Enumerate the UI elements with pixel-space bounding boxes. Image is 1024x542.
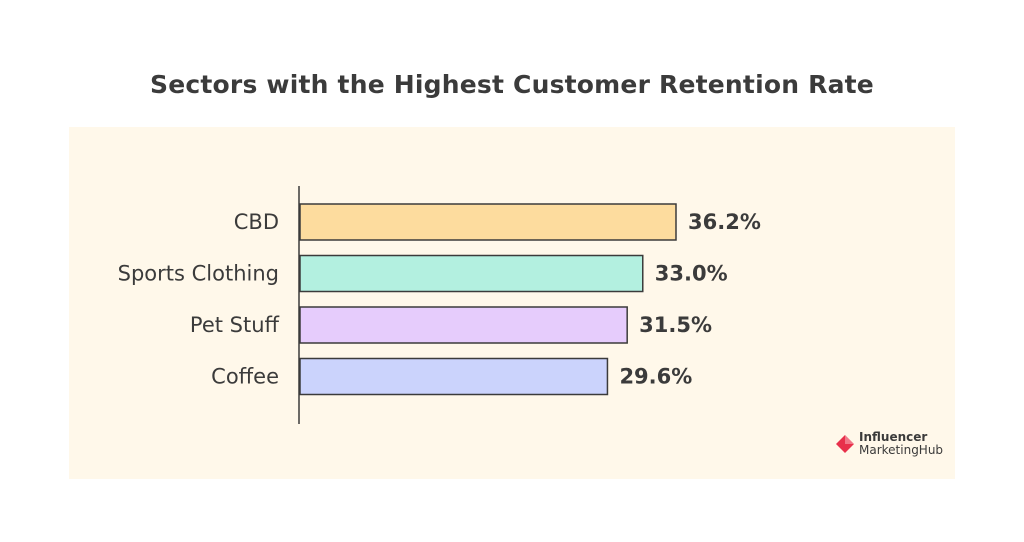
value-label-2: 31.5% [639,313,712,337]
value-label-0: 36.2% [688,210,761,234]
chart-title: Sectors with the Highest Customer Retent… [150,70,874,99]
logo-text-influencer: Influencer [859,430,928,444]
category-label-3: Coffee [211,365,279,389]
bar-2 [299,306,628,344]
bar-3 [299,357,609,396]
category-label-0: CBD [234,210,279,234]
bar-1 [299,254,644,293]
bar-0 [299,203,677,241]
chart-panel [69,127,955,479]
category-label-2: Pet Stuff [190,313,280,337]
logo-text-marketinghub: MarketingHub [859,443,944,457]
value-label-1: 33.0% [655,262,728,286]
value-label-3: 29.6% [619,365,692,389]
diamond-logo-icon [836,435,854,453]
influencer-marketing-hub-logo: Influencer MarketingHub [835,431,943,457]
category-label-1: Sports Clothing [118,262,279,286]
